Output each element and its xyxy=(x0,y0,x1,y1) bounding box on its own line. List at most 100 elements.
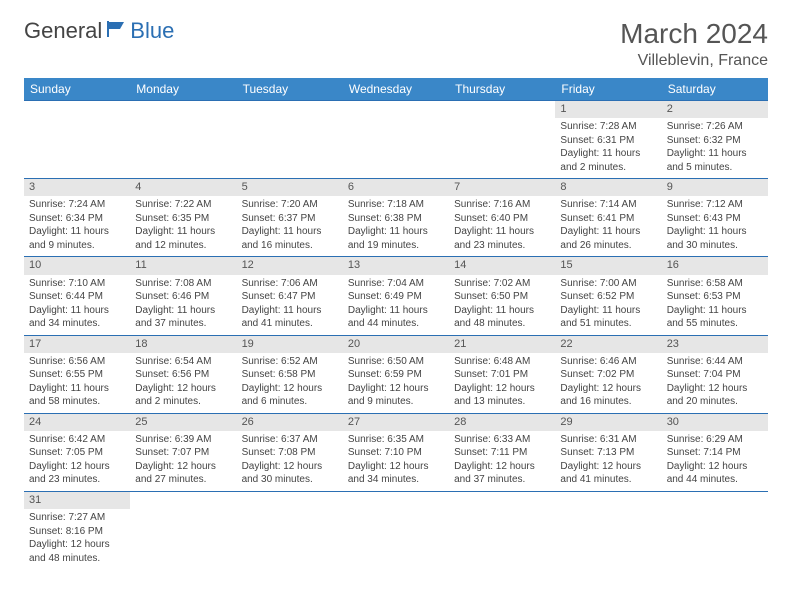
day-number: 16 xyxy=(662,257,768,274)
sunrise-text: Sunrise: 6:37 AM xyxy=(242,433,338,447)
calendar-week-row: 3Sunrise: 7:24 AMSunset: 6:34 PMDaylight… xyxy=(24,179,768,257)
day-number: 3 xyxy=(24,179,130,196)
sunset-text: Sunset: 6:56 PM xyxy=(135,368,231,382)
calendar-cell xyxy=(24,101,130,179)
day-content: Sunrise: 6:50 AMSunset: 6:59 PMDaylight:… xyxy=(343,353,449,413)
day-number: 20 xyxy=(343,336,449,353)
weekday-header-row: SundayMondayTuesdayWednesdayThursdayFrid… xyxy=(24,78,768,101)
day-content: Sunrise: 7:20 AMSunset: 6:37 PMDaylight:… xyxy=(237,196,343,256)
day-content: Sunrise: 7:12 AMSunset: 6:43 PMDaylight:… xyxy=(662,196,768,256)
calendar-body: 1Sunrise: 7:28 AMSunset: 6:31 PMDaylight… xyxy=(24,101,768,570)
sunset-text: Sunset: 6:44 PM xyxy=(29,290,125,304)
sunrise-text: Sunrise: 7:26 AM xyxy=(667,120,763,134)
daylight-text: Daylight: 12 hours and 6 minutes. xyxy=(242,382,338,409)
calendar-cell: 29Sunrise: 6:31 AMSunset: 7:13 PMDayligh… xyxy=(555,413,661,491)
sunset-text: Sunset: 6:58 PM xyxy=(242,368,338,382)
sunrise-text: Sunrise: 6:35 AM xyxy=(348,433,444,447)
sunset-text: Sunset: 6:37 PM xyxy=(242,212,338,226)
day-number: 14 xyxy=(449,257,555,274)
calendar-cell xyxy=(130,491,236,569)
day-content: Sunrise: 7:18 AMSunset: 6:38 PMDaylight:… xyxy=(343,196,449,256)
calendar-cell: 5Sunrise: 7:20 AMSunset: 6:37 PMDaylight… xyxy=(237,179,343,257)
sunrise-text: Sunrise: 7:12 AM xyxy=(667,198,763,212)
day-content: Sunrise: 6:35 AMSunset: 7:10 PMDaylight:… xyxy=(343,431,449,491)
day-content: Sunrise: 6:52 AMSunset: 6:58 PMDaylight:… xyxy=(237,353,343,413)
calendar-cell: 27Sunrise: 6:35 AMSunset: 7:10 PMDayligh… xyxy=(343,413,449,491)
daylight-text: Daylight: 12 hours and 44 minutes. xyxy=(667,460,763,487)
day-number: 7 xyxy=(449,179,555,196)
calendar-cell: 26Sunrise: 6:37 AMSunset: 7:08 PMDayligh… xyxy=(237,413,343,491)
calendar-cell: 21Sunrise: 6:48 AMSunset: 7:01 PMDayligh… xyxy=(449,335,555,413)
day-content: Sunrise: 7:00 AMSunset: 6:52 PMDaylight:… xyxy=(555,275,661,335)
sunrise-text: Sunrise: 6:33 AM xyxy=(454,433,550,447)
sunrise-text: Sunrise: 7:22 AM xyxy=(135,198,231,212)
calendar-table: SundayMondayTuesdayWednesdayThursdayFrid… xyxy=(24,78,768,569)
calendar-cell: 18Sunrise: 6:54 AMSunset: 6:56 PMDayligh… xyxy=(130,335,236,413)
calendar-cell: 8Sunrise: 7:14 AMSunset: 6:41 PMDaylight… xyxy=(555,179,661,257)
day-content: Sunrise: 7:22 AMSunset: 6:35 PMDaylight:… xyxy=(130,196,236,256)
weekday-header: Thursday xyxy=(449,78,555,101)
sunset-text: Sunset: 6:34 PM xyxy=(29,212,125,226)
sunrise-text: Sunrise: 6:31 AM xyxy=(560,433,656,447)
sunrise-text: Sunrise: 6:50 AM xyxy=(348,355,444,369)
day-number: 23 xyxy=(662,336,768,353)
sunset-text: Sunset: 7:02 PM xyxy=(560,368,656,382)
sunset-text: Sunset: 6:41 PM xyxy=(560,212,656,226)
weekday-header: Saturday xyxy=(662,78,768,101)
sunrise-text: Sunrise: 6:42 AM xyxy=(29,433,125,447)
calendar-cell: 19Sunrise: 6:52 AMSunset: 6:58 PMDayligh… xyxy=(237,335,343,413)
daylight-text: Daylight: 11 hours and 26 minutes. xyxy=(560,225,656,252)
calendar-cell: 11Sunrise: 7:08 AMSunset: 6:46 PMDayligh… xyxy=(130,257,236,335)
calendar-cell: 22Sunrise: 6:46 AMSunset: 7:02 PMDayligh… xyxy=(555,335,661,413)
daylight-text: Daylight: 12 hours and 13 minutes. xyxy=(454,382,550,409)
calendar-cell: 12Sunrise: 7:06 AMSunset: 6:47 PMDayligh… xyxy=(237,257,343,335)
sunset-text: Sunset: 6:32 PM xyxy=(667,134,763,148)
calendar-week-row: 24Sunrise: 6:42 AMSunset: 7:05 PMDayligh… xyxy=(24,413,768,491)
calendar-cell: 16Sunrise: 6:58 AMSunset: 6:53 PMDayligh… xyxy=(662,257,768,335)
day-number: 15 xyxy=(555,257,661,274)
calendar-week-row: 10Sunrise: 7:10 AMSunset: 6:44 PMDayligh… xyxy=(24,257,768,335)
daylight-text: Daylight: 11 hours and 23 minutes. xyxy=(454,225,550,252)
sunrise-text: Sunrise: 7:08 AM xyxy=(135,277,231,291)
day-number: 24 xyxy=(24,414,130,431)
calendar-cell: 9Sunrise: 7:12 AMSunset: 6:43 PMDaylight… xyxy=(662,179,768,257)
day-number: 26 xyxy=(237,414,343,431)
calendar-cell xyxy=(662,491,768,569)
daylight-text: Daylight: 12 hours and 48 minutes. xyxy=(29,538,125,565)
day-content: Sunrise: 7:16 AMSunset: 6:40 PMDaylight:… xyxy=(449,196,555,256)
day-number: 4 xyxy=(130,179,236,196)
sunset-text: Sunset: 6:49 PM xyxy=(348,290,444,304)
sunset-text: Sunset: 7:01 PM xyxy=(454,368,550,382)
day-number: 30 xyxy=(662,414,768,431)
daylight-text: Daylight: 11 hours and 34 minutes. xyxy=(29,304,125,331)
sunrise-text: Sunrise: 6:46 AM xyxy=(560,355,656,369)
calendar-cell: 30Sunrise: 6:29 AMSunset: 7:14 PMDayligh… xyxy=(662,413,768,491)
calendar-week-row: 31Sunrise: 7:27 AMSunset: 8:16 PMDayligh… xyxy=(24,491,768,569)
day-number: 13 xyxy=(343,257,449,274)
calendar-cell: 10Sunrise: 7:10 AMSunset: 6:44 PMDayligh… xyxy=(24,257,130,335)
day-number: 31 xyxy=(24,492,130,509)
day-content: Sunrise: 7:02 AMSunset: 6:50 PMDaylight:… xyxy=(449,275,555,335)
day-number: 17 xyxy=(24,336,130,353)
calendar-cell xyxy=(343,101,449,179)
calendar-week-row: 17Sunrise: 6:56 AMSunset: 6:55 PMDayligh… xyxy=(24,335,768,413)
day-number: 1 xyxy=(555,101,661,118)
day-number: 27 xyxy=(343,414,449,431)
sunset-text: Sunset: 7:14 PM xyxy=(667,446,763,460)
calendar-cell: 3Sunrise: 7:24 AMSunset: 6:34 PMDaylight… xyxy=(24,179,130,257)
calendar-cell: 14Sunrise: 7:02 AMSunset: 6:50 PMDayligh… xyxy=(449,257,555,335)
day-number: 8 xyxy=(555,179,661,196)
daylight-text: Daylight: 11 hours and 9 minutes. xyxy=(29,225,125,252)
sunrise-text: Sunrise: 6:56 AM xyxy=(29,355,125,369)
day-content: Sunrise: 6:39 AMSunset: 7:07 PMDaylight:… xyxy=(130,431,236,491)
day-content: Sunrise: 6:58 AMSunset: 6:53 PMDaylight:… xyxy=(662,275,768,335)
day-content: Sunrise: 6:54 AMSunset: 6:56 PMDaylight:… xyxy=(130,353,236,413)
day-number: 12 xyxy=(237,257,343,274)
calendar-cell: 13Sunrise: 7:04 AMSunset: 6:49 PMDayligh… xyxy=(343,257,449,335)
sunrise-text: Sunrise: 7:16 AM xyxy=(454,198,550,212)
daylight-text: Daylight: 11 hours and 19 minutes. xyxy=(348,225,444,252)
daylight-text: Daylight: 11 hours and 37 minutes. xyxy=(135,304,231,331)
sunset-text: Sunset: 6:31 PM xyxy=(560,134,656,148)
sunrise-text: Sunrise: 7:00 AM xyxy=(560,277,656,291)
day-content: Sunrise: 6:29 AMSunset: 7:14 PMDaylight:… xyxy=(662,431,768,491)
